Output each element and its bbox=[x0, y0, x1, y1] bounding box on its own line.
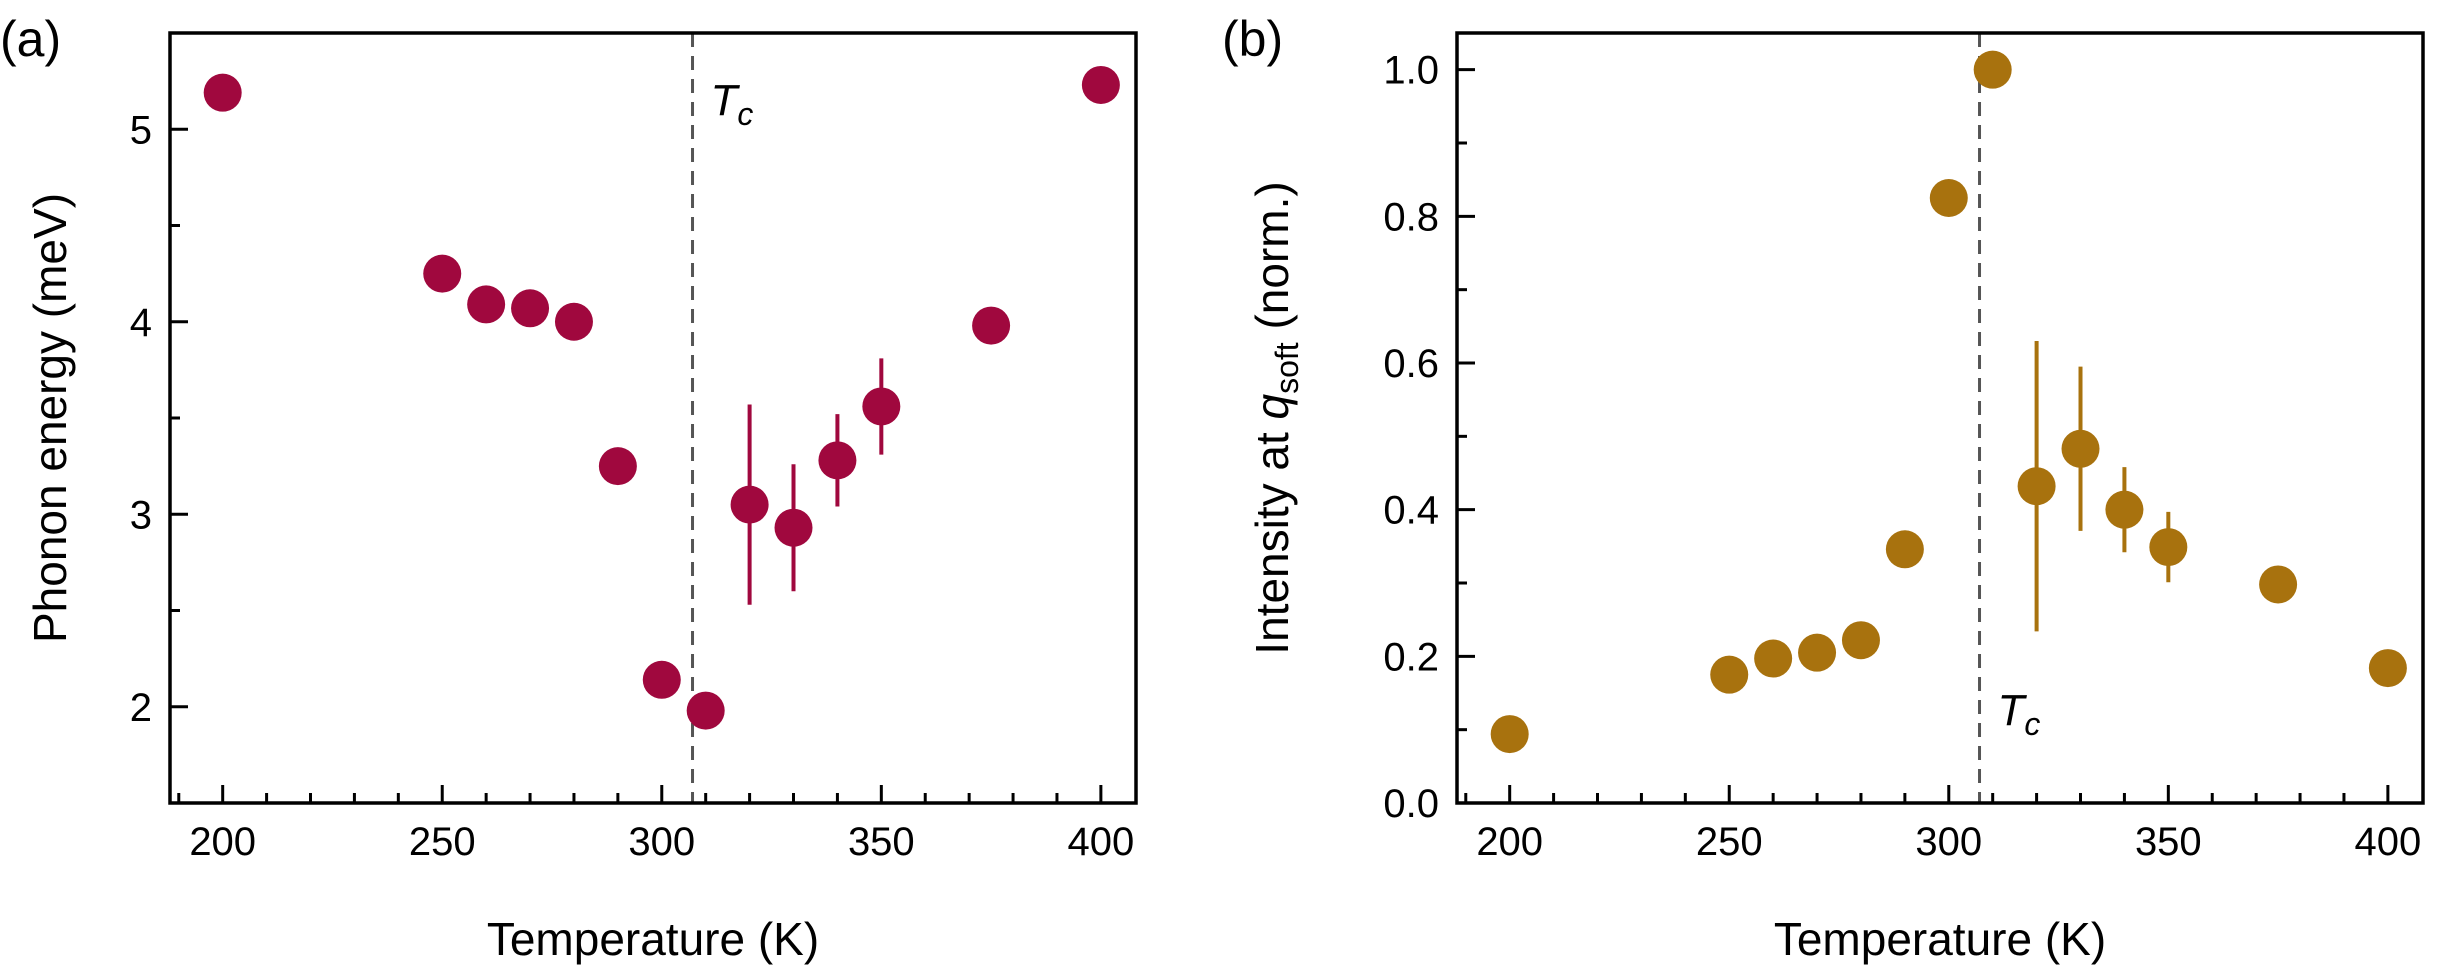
a-data-point bbox=[423, 254, 462, 293]
a-data-point bbox=[774, 508, 813, 547]
panel-b: (b) 200 250 300 350 400 0.0 0.2 0.4 0.6 0.8 1.0 T… bbox=[1222, 11, 2425, 965]
b-x-tick-label: 300 bbox=[1915, 820, 1982, 864]
a-x-tick-label: 200 bbox=[189, 820, 256, 864]
b-data-point bbox=[1490, 715, 1529, 754]
b-data-point bbox=[2259, 565, 2298, 604]
panel-a-ticks bbox=[170, 31, 1103, 805]
a-data-point bbox=[203, 73, 242, 112]
a-data-point bbox=[554, 302, 593, 341]
panel-b-tc-main: T bbox=[1998, 686, 2028, 735]
panel-a-label: (a) bbox=[0, 11, 61, 67]
panel-b-y-title-sub: soft bbox=[1269, 342, 1305, 394]
a-data-point bbox=[598, 447, 637, 486]
a-x-tick-label: 300 bbox=[628, 820, 695, 864]
panel-a-data-points bbox=[203, 65, 1120, 730]
a-y-tick-label: 3 bbox=[130, 493, 152, 537]
b-x-tick-label: 350 bbox=[2135, 820, 2202, 864]
a-y-tick-label: 2 bbox=[130, 686, 152, 730]
panel-b-data-points bbox=[1490, 50, 2407, 754]
b-data-point bbox=[1710, 655, 1749, 694]
panel-b-tc-sub: c bbox=[2024, 706, 2040, 742]
a-data-point bbox=[730, 485, 769, 524]
panel-a-x-axis-title: Temperature (K) bbox=[487, 913, 819, 965]
panel-b-tc-label: Tc bbox=[1998, 686, 2041, 742]
panel-b-label: (b) bbox=[1222, 11, 1283, 67]
panel-b-y-tick-labels: 0.0 0.2 0.4 0.6 0.8 1.0 bbox=[1383, 49, 1439, 826]
a-data-point bbox=[1081, 65, 1120, 104]
b-data-point bbox=[1885, 530, 1924, 569]
panel-a: (a) 200 250 300 350 400 2 3 4 5 Tc Temperature … bbox=[0, 11, 1138, 965]
panel-b-ticks bbox=[1457, 68, 2390, 805]
panel-a-y-axis-title: Phonon energy (meV) bbox=[24, 193, 76, 643]
b-x-tick-label: 200 bbox=[1476, 820, 1543, 864]
a-data-point bbox=[511, 289, 550, 328]
panel-b-y-title-main: Intensity at bbox=[1246, 419, 1298, 654]
b-data-point bbox=[2149, 528, 2188, 567]
panel-a-tc-main: T bbox=[711, 76, 741, 125]
b-y-tick-label: 0.4 bbox=[1383, 489, 1439, 533]
a-data-point bbox=[467, 285, 506, 324]
b-x-tick-label: 400 bbox=[2354, 820, 2421, 864]
b-y-tick-label: 0.2 bbox=[1383, 635, 1439, 679]
a-data-point bbox=[972, 306, 1011, 345]
panel-a-x-tick-labels: 200 250 300 350 400 bbox=[189, 820, 1134, 864]
b-data-point bbox=[2368, 649, 2407, 688]
a-data-point bbox=[862, 387, 901, 426]
a-x-tick-label: 400 bbox=[1067, 820, 1134, 864]
a-data-point bbox=[686, 691, 725, 730]
panel-b-plot-frame bbox=[1455, 31, 2425, 805]
b-data-point bbox=[1973, 50, 2012, 89]
b-data-point bbox=[1841, 621, 1880, 660]
panel-a-y-tick-labels: 2 3 4 5 bbox=[130, 108, 152, 730]
panel-b-x-axis-title: Temperature (K) bbox=[1774, 913, 2106, 965]
b-data-point bbox=[2017, 467, 2056, 506]
panel-b-y-title-q: q bbox=[1246, 393, 1298, 419]
a-data-point bbox=[818, 441, 857, 480]
a-y-tick-label: 5 bbox=[130, 108, 152, 152]
b-data-point bbox=[2105, 490, 2144, 529]
a-y-tick-label: 4 bbox=[130, 301, 152, 345]
b-data-point bbox=[2061, 429, 2100, 468]
panel-b-y-title-tail: (norm.) bbox=[1246, 181, 1298, 342]
panel-b-y-axis-title: Intensity at qsoft (norm.) bbox=[1246, 181, 1305, 654]
a-data-point bbox=[642, 660, 681, 699]
b-data-point bbox=[1929, 179, 1968, 217]
b-x-tick-label: 250 bbox=[1696, 820, 1763, 864]
a-x-tick-label: 350 bbox=[848, 820, 915, 864]
b-y-tick-label: 0.8 bbox=[1383, 195, 1439, 239]
b-data-point bbox=[1798, 633, 1837, 672]
b-y-tick-label: 0.6 bbox=[1383, 342, 1439, 386]
a-x-tick-label: 250 bbox=[409, 820, 476, 864]
panel-a-tc-sub: c bbox=[737, 96, 753, 132]
b-y-tick-label: 0.0 bbox=[1383, 782, 1439, 826]
panel-a-tc-label: Tc bbox=[711, 76, 754, 132]
b-data-point bbox=[1754, 639, 1793, 678]
panel-b-x-tick-labels: 200 250 300 350 400 bbox=[1476, 820, 2421, 864]
b-y-tick-label: 1.0 bbox=[1383, 49, 1439, 93]
